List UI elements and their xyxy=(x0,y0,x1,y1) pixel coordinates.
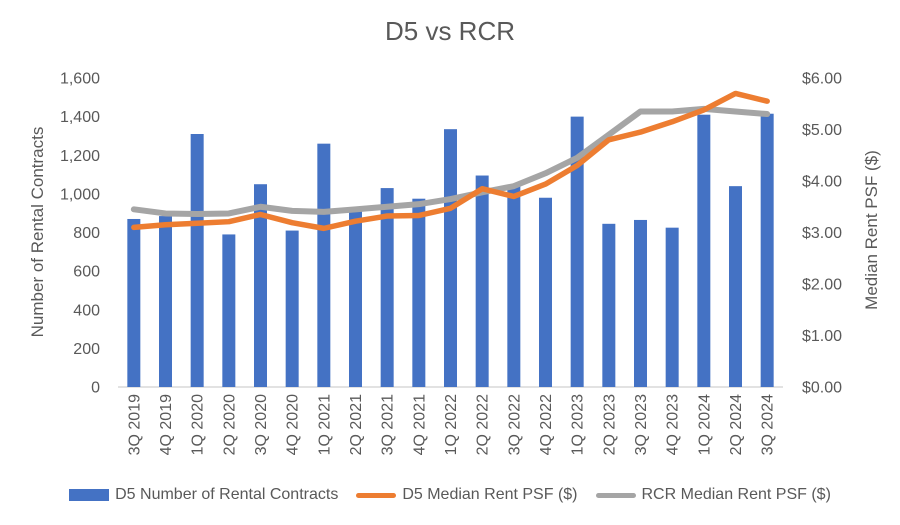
bar-1Q-2022 xyxy=(444,129,457,387)
bar-4Q-2023 xyxy=(665,227,679,387)
y-left-tick: 0 xyxy=(91,380,100,397)
bar-1Q-2021 xyxy=(317,143,331,387)
x-tick: 3Q 2024 xyxy=(760,394,777,455)
y-left-tick: 1,200 xyxy=(60,148,100,165)
x-tick: 1Q 2024 xyxy=(696,394,713,455)
bar-2Q-2024 xyxy=(729,186,742,387)
x-tick-group: 1Q 2021 xyxy=(316,394,333,455)
x-tick: 1Q 2020 xyxy=(190,394,207,455)
bar-2Q-2020 xyxy=(222,234,236,387)
x-tick: 2Q 2023 xyxy=(601,394,618,455)
x-tick-group: 1Q 2024 xyxy=(696,394,713,455)
legend: D5 Number of Rental Contracts D5 Median … xyxy=(0,484,900,506)
x-tick-group: 1Q 2022 xyxy=(443,394,460,455)
x-tick-group: 2Q 2020 xyxy=(221,394,238,455)
bar-4Q-2021 xyxy=(412,198,426,387)
x-tick-group: 1Q 2020 xyxy=(190,394,207,455)
x-tick: 4Q 2022 xyxy=(538,394,555,455)
bar-3Q-2021 xyxy=(380,188,394,387)
bar-4Q-2022 xyxy=(539,197,552,387)
x-tick: 3Q 2023 xyxy=(633,394,650,455)
legend-swatch-bar-icon xyxy=(69,489,110,501)
bar-3Q-2019 xyxy=(127,218,141,387)
x-tick-group: 3Q 2024 xyxy=(760,394,777,455)
rcr-median-rent-line xyxy=(130,105,771,217)
y-left-tick: 1,400 xyxy=(60,109,100,126)
bar-1Q-2024 xyxy=(697,114,711,387)
bar-3Q-2022 xyxy=(507,186,521,387)
legend-item-d5-contracts: D5 Number of Rental Contracts xyxy=(69,486,338,504)
x-tick: 3Q 2020 xyxy=(253,394,270,455)
x-tick-group: 2Q 2022 xyxy=(475,394,492,455)
x-tick-group: 4Q 2023 xyxy=(665,394,682,455)
x-tick-group: 3Q 2020 xyxy=(253,394,270,455)
y-left-tick: 1,000 xyxy=(60,186,100,203)
chart-title: D5 vs RCR xyxy=(384,16,515,46)
x-tick-group: 3Q 2022 xyxy=(506,394,523,455)
legend-item-rcr-rent: RCR Median Rent PSF ($) xyxy=(595,486,831,504)
x-tick-group: 4Q 2022 xyxy=(538,394,555,455)
x-tick: 3Q 2022 xyxy=(506,394,523,455)
y-left-tick: 800 xyxy=(73,225,100,242)
y-right-tick: $2.00 xyxy=(802,277,842,294)
bar-2Q-2023 xyxy=(602,223,616,387)
bar-4Q-2019 xyxy=(159,216,172,387)
x-tick: 2Q 2022 xyxy=(475,394,492,455)
x-tick: 4Q 2020 xyxy=(285,394,302,455)
x-tick: 1Q 2022 xyxy=(443,394,460,455)
x-tick-group: 3Q 2023 xyxy=(633,394,650,455)
legend-swatch-rcr-line-icon xyxy=(595,492,636,498)
legend-label-d5-rent: D5 Median Rent PSF ($) xyxy=(402,486,578,503)
bar-2Q-2021 xyxy=(349,211,362,387)
bar-3Q-2024 xyxy=(760,113,774,388)
legend-label-rcr-rent: RCR Median Rent PSF ($) xyxy=(641,486,831,503)
bar-4Q-2020 xyxy=(285,230,299,387)
x-tick-group: 4Q 2021 xyxy=(411,394,428,455)
x-tick: 1Q 2021 xyxy=(316,394,333,455)
d5-median-rent-line xyxy=(131,90,770,232)
bar-1Q-2023 xyxy=(570,116,584,387)
x-tick-group: 3Q 2021 xyxy=(380,394,397,455)
bar-3Q-2023 xyxy=(634,219,647,387)
bar-1Q-2020 xyxy=(190,134,204,387)
legend-item-d5-rent: D5 Median Rent PSF ($) xyxy=(356,486,578,504)
x-tick-group: 1Q 2023 xyxy=(570,394,587,455)
y-right-tick: $6.00 xyxy=(802,71,842,88)
y-left-tick: 400 xyxy=(73,302,100,319)
x-tick: 3Q 2021 xyxy=(380,394,397,455)
y-left-tick: 1,600 xyxy=(60,71,100,88)
x-tick: 2Q 2020 xyxy=(221,394,238,455)
legend-label-d5-contracts: D5 Number of Rental Contracts xyxy=(115,486,339,503)
x-tick-group: 3Q 2019 xyxy=(126,394,143,455)
x-tick-group: 2Q 2021 xyxy=(348,394,365,455)
x-tick: 2Q 2021 xyxy=(348,394,365,455)
legend-swatch-d5-line-icon xyxy=(356,492,397,498)
y-left-tick: 200 xyxy=(73,341,100,358)
x-tick: 4Q 2019 xyxy=(158,394,175,455)
x-tick-group: 2Q 2023 xyxy=(601,394,618,455)
bar-3Q-2020 xyxy=(254,184,267,387)
x-tick-group: 4Q 2019 xyxy=(158,394,175,455)
x-tick-group: 2Q 2024 xyxy=(728,394,745,455)
bar-2Q-2022 xyxy=(475,175,489,387)
x-tick: 3Q 2019 xyxy=(126,394,143,455)
x-tick: 2Q 2024 xyxy=(728,394,745,455)
x-tick: 1Q 2023 xyxy=(570,394,587,455)
y-right-tick: $1.00 xyxy=(802,328,842,345)
y-left-tick: 600 xyxy=(73,264,100,281)
y-right-tick: $5.00 xyxy=(802,122,842,139)
x-tick-group: 4Q 2020 xyxy=(285,394,302,455)
y-right-tick: $3.00 xyxy=(802,225,842,242)
y-right-tick: $0.00 xyxy=(802,380,842,397)
x-tick: 4Q 2023 xyxy=(665,394,682,455)
y-right-tick: $4.00 xyxy=(802,174,842,191)
x-tick: 4Q 2021 xyxy=(411,394,428,455)
